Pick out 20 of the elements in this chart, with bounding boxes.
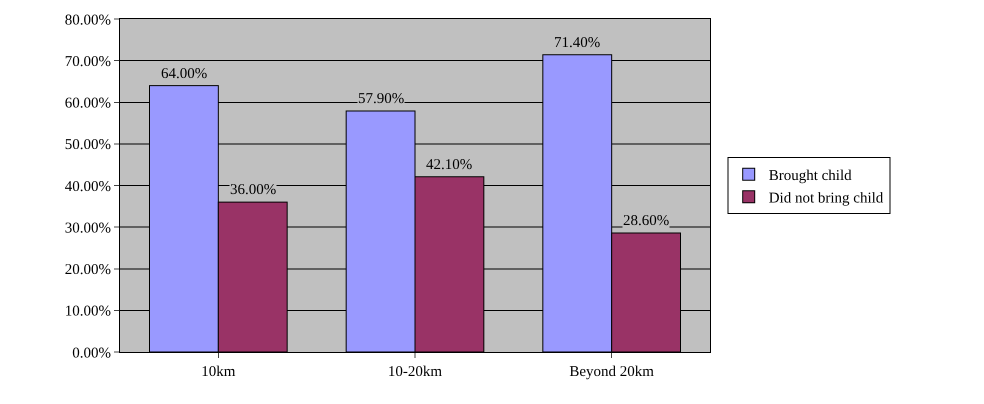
y-tick-label: 50.00% <box>64 137 111 154</box>
y-tick-label: 30.00% <box>64 220 111 236</box>
y-tick-label: 10.00% <box>64 304 111 320</box>
data-label: 42.10% <box>426 157 472 173</box>
y-tick-label: 20.00% <box>64 262 111 278</box>
x-tick-label: Beyond 20km <box>569 364 654 380</box>
x-tick-label: 10-20km <box>388 364 442 380</box>
data-label: 57.90% <box>358 91 404 107</box>
data-label: 28.60% <box>623 213 670 229</box>
y-tick-label: 80.00% <box>64 12 111 28</box>
y-tick-label: 70.00% <box>64 54 111 70</box>
x-tick-label: 10km <box>201 364 236 380</box>
y-tick-label: 60.00% <box>64 96 111 112</box>
data-label: 64.00% <box>161 66 208 82</box>
legend-label: Did not bring child <box>768 190 884 207</box>
y-tick-label: 0.00% <box>72 345 111 362</box>
data-label: 36.00% <box>230 182 276 198</box>
data-label: 71.40% <box>554 35 600 51</box>
legend-label: Brought child <box>768 168 852 184</box>
y-tick-label: 40.00% <box>64 178 111 195</box>
